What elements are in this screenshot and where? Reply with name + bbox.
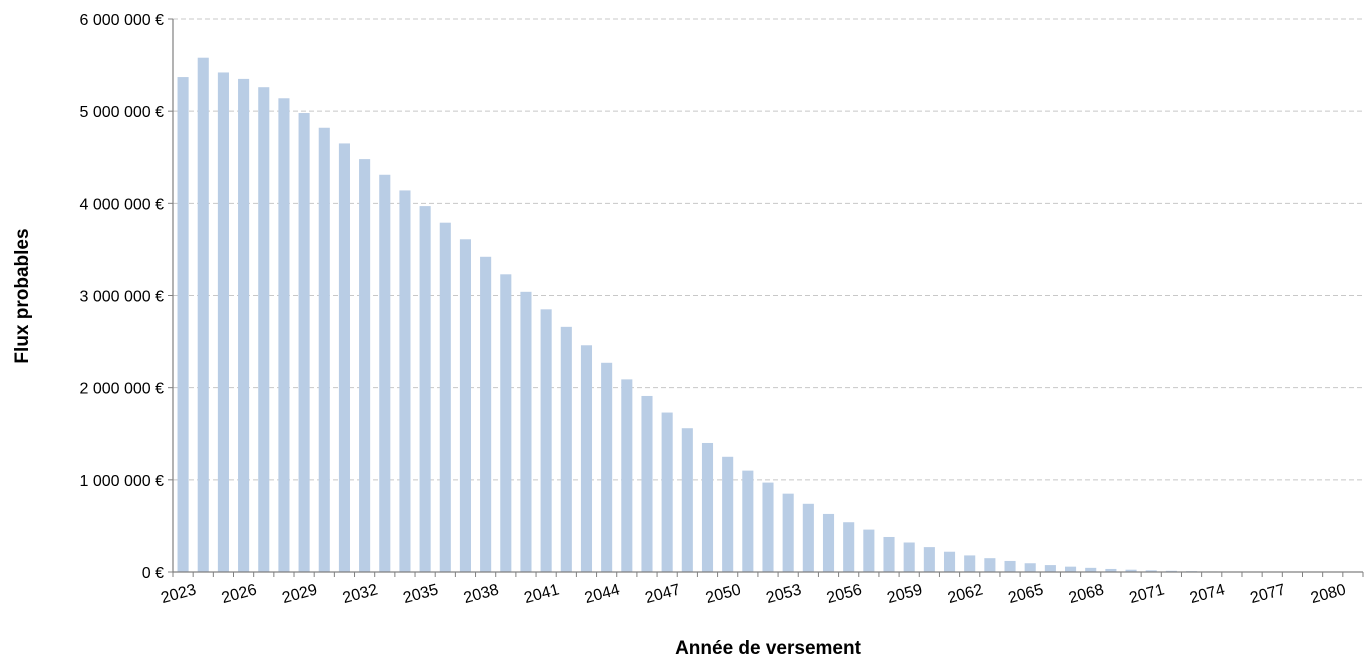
x-tick-label: 2077 bbox=[1248, 581, 1287, 607]
bar bbox=[560, 326, 572, 572]
bar bbox=[177, 77, 189, 572]
x-tick-label: 2023 bbox=[159, 581, 198, 607]
x-tick-label: 2047 bbox=[643, 581, 682, 607]
x-tick-label: 2071 bbox=[1127, 581, 1166, 607]
x-tick-label: 2065 bbox=[1006, 581, 1045, 607]
x-tick-label: 2029 bbox=[280, 581, 319, 607]
bar bbox=[762, 482, 774, 572]
bar bbox=[500, 274, 512, 572]
bar bbox=[399, 190, 411, 572]
bar bbox=[782, 493, 794, 572]
bar bbox=[1105, 568, 1117, 572]
bar bbox=[520, 291, 532, 572]
bar bbox=[217, 72, 229, 572]
x-tick-label: 2050 bbox=[704, 581, 743, 607]
x-tick-label: 2059 bbox=[885, 581, 924, 607]
bar bbox=[379, 174, 391, 573]
bar bbox=[359, 159, 371, 573]
bar bbox=[923, 547, 935, 572]
bar bbox=[459, 239, 472, 573]
x-axis-ticks: 2023 2026 2029 2032 2035 2038 2041 2044 2047 2050… bbox=[159, 572, 1364, 607]
bar-series bbox=[177, 57, 1359, 573]
bar bbox=[601, 362, 613, 572]
x-tick-label: 2056 bbox=[825, 581, 864, 607]
bar bbox=[540, 309, 552, 572]
bar bbox=[197, 57, 209, 572]
bar bbox=[701, 442, 714, 572]
bar bbox=[843, 522, 855, 572]
bar bbox=[621, 379, 633, 572]
bar bbox=[238, 78, 250, 573]
x-tick-label: 2026 bbox=[220, 581, 259, 607]
bar bbox=[278, 98, 290, 572]
x-tick-label: 2068 bbox=[1067, 581, 1106, 607]
bar bbox=[661, 412, 673, 572]
y-tick-label: 1 000 000 € bbox=[79, 473, 164, 490]
bar bbox=[742, 470, 754, 572]
bar bbox=[943, 551, 956, 572]
bar bbox=[258, 87, 270, 572]
x-tick-label: 2035 bbox=[401, 581, 440, 607]
bar bbox=[1145, 570, 1157, 572]
x-tick-label: 2038 bbox=[462, 581, 501, 607]
bar bbox=[1125, 569, 1137, 572]
bar bbox=[883, 536, 895, 572]
x-axis-title: Année de versement bbox=[675, 638, 862, 658]
bar bbox=[802, 503, 814, 572]
y-tick-label: 5 000 000 € bbox=[79, 104, 164, 121]
bar bbox=[580, 345, 593, 572]
bar bbox=[318, 127, 330, 573]
bar bbox=[480, 256, 492, 572]
y-tick-label: 3 000 000 € bbox=[79, 289, 164, 306]
x-tick-label: 2032 bbox=[341, 581, 380, 607]
bar bbox=[822, 513, 835, 572]
y-tick-label: 0 € bbox=[142, 565, 164, 582]
x-tick-label: 2053 bbox=[764, 581, 803, 607]
bar bbox=[419, 206, 431, 572]
bar bbox=[1085, 567, 1097, 572]
bar bbox=[1064, 566, 1077, 572]
x-tick-label: 2080 bbox=[1309, 581, 1348, 607]
bar bbox=[984, 558, 996, 572]
bar bbox=[863, 529, 875, 572]
bar bbox=[338, 143, 350, 573]
x-tick-label: 2041 bbox=[522, 581, 561, 607]
x-tick-label: 2074 bbox=[1188, 581, 1227, 607]
gridlines bbox=[173, 18, 1363, 481]
bar bbox=[1024, 563, 1036, 572]
bar bbox=[641, 395, 653, 572]
bar bbox=[681, 428, 693, 572]
bar bbox=[1044, 565, 1056, 572]
y-axis-ticks: 0 € 1 000 000 € 2 000 000 € 3 000 000 € 4 00… bbox=[79, 12, 173, 582]
x-tick-label: 2062 bbox=[946, 581, 985, 607]
bar bbox=[903, 542, 915, 572]
bar bbox=[964, 555, 976, 572]
y-tick-label: 6 000 000 € bbox=[79, 12, 164, 29]
y-tick-label: 4 000 000 € bbox=[79, 196, 164, 213]
bar bbox=[1004, 560, 1016, 572]
bar bbox=[298, 113, 310, 572]
bar bbox=[722, 456, 734, 572]
y-axis-title: Flux probables bbox=[12, 228, 33, 363]
x-tick-label: 2044 bbox=[583, 581, 622, 607]
bar bbox=[439, 222, 451, 572]
y-tick-label: 2 000 000 € bbox=[79, 381, 164, 398]
